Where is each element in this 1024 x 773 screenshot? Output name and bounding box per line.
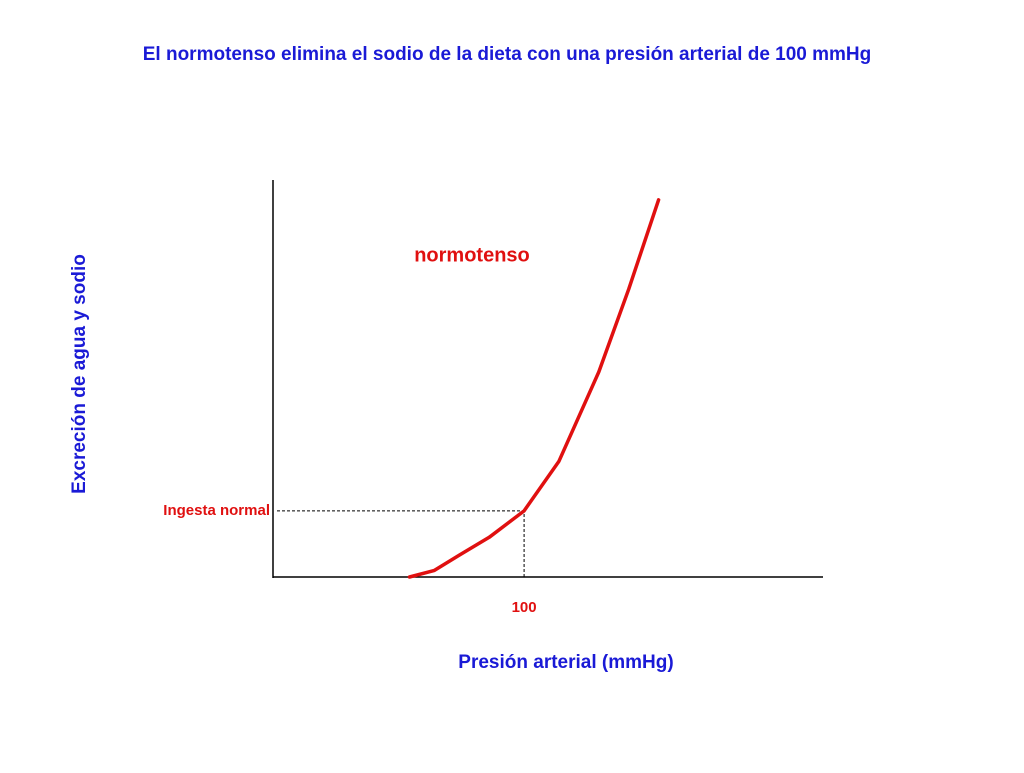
x-axis-label: Presión arterial (mmHg) — [458, 652, 673, 673]
chart-title: El normotenso elimina el sodio de la die… — [143, 44, 872, 65]
x-tick-label: 100 — [512, 599, 537, 616]
y-axis-label: Excreción de agua y sodio — [69, 254, 90, 494]
line — [407, 198, 661, 579]
series-label: normotenso — [414, 244, 530, 266]
y-tick-label: Ingesta normal — [163, 502, 270, 519]
